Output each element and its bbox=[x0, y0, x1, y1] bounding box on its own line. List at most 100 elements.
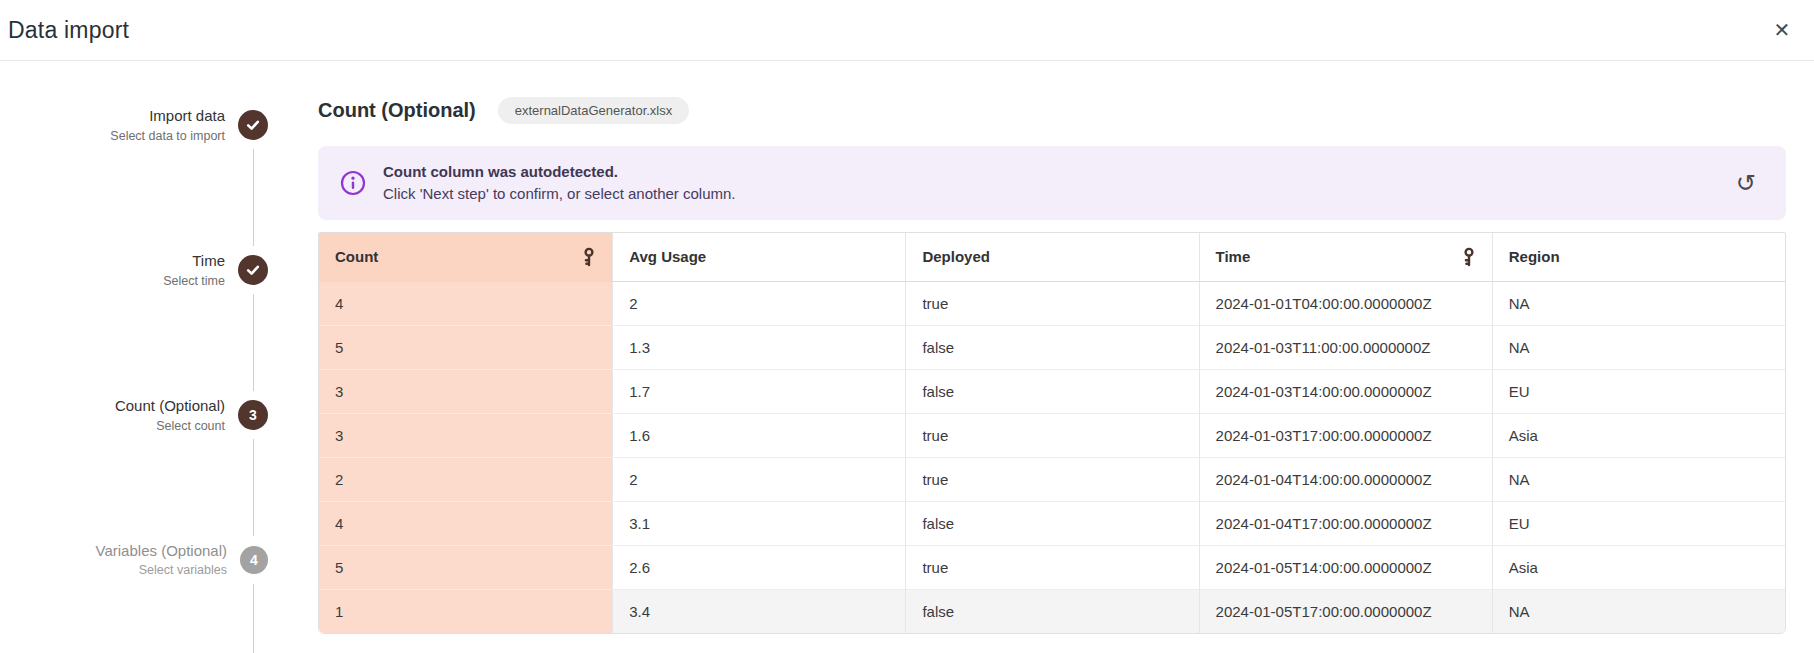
table-cell: 3.4 bbox=[612, 590, 905, 633]
table-cell: 2024-01-05T17:00:00.0000000Z bbox=[1199, 590, 1492, 633]
close-icon[interactable]: ✕ bbox=[1766, 14, 1798, 46]
table-cell: 2024-01-04T14:00:00.0000000Z bbox=[1199, 458, 1492, 502]
step-label: Count (Optional) bbox=[115, 395, 225, 417]
table-cell: 1.7 bbox=[612, 370, 905, 414]
table-row[interactable]: 22true2024-01-04T14:00:00.0000000ZNA bbox=[319, 458, 1785, 502]
table-cell: 1.3 bbox=[612, 326, 905, 370]
table-row[interactable]: 42true2024-01-01T04:00:00.0000000ZNA bbox=[319, 282, 1785, 326]
key-icon bbox=[582, 247, 596, 267]
autodetect-banner: Count column was autodetected. Click 'Ne… bbox=[318, 146, 1786, 220]
table-row[interactable]: 43.1false2024-01-04T17:00:00.0000000ZEU bbox=[319, 502, 1785, 546]
step-connector-line bbox=[253, 149, 254, 246]
column-header-label: Time bbox=[1216, 248, 1251, 265]
banner-title: Count column was autodetected. bbox=[383, 161, 736, 183]
table-cell: 2024-01-01T04:00:00.0000000Z bbox=[1199, 282, 1492, 326]
table-cell: 3 bbox=[319, 370, 612, 414]
table-cell: false bbox=[905, 502, 1198, 546]
step-label: Variables (Optional) bbox=[96, 540, 227, 562]
banner-text: Count column was autodetected. Click 'Ne… bbox=[383, 161, 736, 205]
data-preview-table-container: CountAvg UsageDeployedTimeRegion 42true2… bbox=[318, 232, 1786, 634]
column-header-label: Deployed bbox=[922, 248, 990, 265]
column-header-inner: Count bbox=[335, 247, 596, 267]
data-preview-table: CountAvg UsageDeployedTimeRegion 42true2… bbox=[319, 233, 1785, 633]
step-check-icon bbox=[238, 110, 268, 140]
table-cell: 3.1 bbox=[612, 502, 905, 546]
table-cell: 2024-01-03T11:00:00.0000000Z bbox=[1199, 326, 1492, 370]
table-cell: 1.6 bbox=[612, 414, 905, 458]
table-cell: false bbox=[905, 370, 1198, 414]
info-icon bbox=[340, 170, 366, 196]
column-header-count[interactable]: Count bbox=[319, 233, 612, 282]
step-text: TimeSelect time bbox=[163, 250, 225, 290]
table-row[interactable]: 31.6true2024-01-03T17:00:00.0000000ZAsia bbox=[319, 414, 1785, 458]
key-icon bbox=[1462, 247, 1476, 267]
step-text: Import dataSelect data to import bbox=[110, 105, 225, 145]
column-header-time[interactable]: Time bbox=[1199, 233, 1492, 282]
step-label: Time bbox=[163, 250, 225, 272]
table-header-row: Count Avg Usage Deployed Time Region bbox=[319, 233, 1785, 282]
table-row[interactable]: 13.4false2024-01-05T17:00:00.0000000ZNA bbox=[319, 590, 1785, 633]
table-cell: 2024-01-04T17:00:00.0000000Z bbox=[1199, 502, 1492, 546]
table-row[interactable]: 52.6true2024-01-05T14:00:00.0000000ZAsia bbox=[319, 546, 1785, 590]
table-cell: false bbox=[905, 590, 1198, 633]
table-cell: 2 bbox=[319, 458, 612, 502]
dialog-body: Import dataSelect data to importTimeSele… bbox=[0, 61, 1814, 653]
step-sublabel: Select count bbox=[115, 417, 225, 435]
banner-message: Click 'Next step' to confirm, or select … bbox=[383, 183, 736, 205]
step-title-row: Count (Optional) externalDataGenerator.x… bbox=[318, 97, 1786, 124]
column-header-inner: Deployed bbox=[922, 248, 1182, 265]
table-cell: Asia bbox=[1492, 546, 1785, 590]
main-content: Count (Optional) externalDataGenerator.x… bbox=[286, 61, 1814, 653]
step-sublabel: Select data to import bbox=[110, 127, 225, 145]
column-header-label: Count bbox=[335, 248, 378, 265]
table-cell: EU bbox=[1492, 370, 1785, 414]
table-cell: Asia bbox=[1492, 414, 1785, 458]
column-header-inner: Time bbox=[1216, 247, 1476, 267]
table-cell: 2024-01-03T17:00:00.0000000Z bbox=[1199, 414, 1492, 458]
stepper-item-count-optional[interactable]: Count (Optional)Select count 3 bbox=[0, 395, 286, 435]
step-text: Count (Optional)Select count bbox=[115, 395, 225, 435]
table-cell: NA bbox=[1492, 458, 1785, 502]
step-number-badge: 4 bbox=[240, 546, 268, 574]
step-connector-line bbox=[253, 294, 254, 391]
step-text: Variables (Optional)Select variables bbox=[96, 540, 227, 580]
reset-selection-icon[interactable]: ↺ bbox=[1730, 167, 1762, 199]
table-row[interactable]: 51.3false2024-01-03T11:00:00.0000000ZNA bbox=[319, 326, 1785, 370]
table-cell: NA bbox=[1492, 590, 1785, 633]
step-check-icon bbox=[238, 255, 268, 285]
table-cell: NA bbox=[1492, 282, 1785, 326]
step-number-badge: 3 bbox=[238, 400, 268, 430]
column-header-label: Region bbox=[1509, 248, 1560, 265]
table-cell: 2024-01-05T14:00:00.0000000Z bbox=[1199, 546, 1492, 590]
table-cell: 5 bbox=[319, 546, 612, 590]
column-header-inner: Region bbox=[1509, 248, 1769, 265]
table-row[interactable]: 31.7false2024-01-03T14:00:00.0000000ZEU bbox=[319, 370, 1785, 414]
column-header-avg-usage[interactable]: Avg Usage bbox=[612, 233, 905, 282]
table-cell: 4 bbox=[319, 282, 612, 326]
step-sublabel: Select variables bbox=[96, 561, 227, 579]
dialog-header: Data import ✕ bbox=[0, 0, 1814, 61]
table-cell: 5 bbox=[319, 326, 612, 370]
stepper-item-import-data[interactable]: Import dataSelect data to import bbox=[0, 105, 286, 145]
table-cell: true bbox=[905, 546, 1198, 590]
stepper: Import dataSelect data to importTimeSele… bbox=[0, 61, 286, 653]
step-label: Import data bbox=[110, 105, 225, 127]
table-cell: true bbox=[905, 282, 1198, 326]
stepper-item-time[interactable]: TimeSelect time bbox=[0, 250, 286, 290]
table-cell: 4 bbox=[319, 502, 612, 546]
table-cell: NA bbox=[1492, 326, 1785, 370]
table-cell: true bbox=[905, 414, 1198, 458]
step-title: Count (Optional) bbox=[318, 99, 476, 122]
step-connector-line bbox=[253, 439, 254, 536]
column-header-deployed[interactable]: Deployed bbox=[905, 233, 1198, 282]
step-connector-line bbox=[253, 584, 254, 653]
table-cell: EU bbox=[1492, 502, 1785, 546]
file-chip[interactable]: externalDataGenerator.xlsx bbox=[498, 97, 690, 124]
table-cell: 2024-01-03T14:00:00.0000000Z bbox=[1199, 370, 1492, 414]
table-cell: true bbox=[905, 458, 1198, 502]
table-cell: 1 bbox=[319, 590, 612, 633]
stepper-item-variables-optional[interactable]: Variables (Optional)Select variables 4 bbox=[0, 540, 286, 580]
column-header-region[interactable]: Region bbox=[1492, 233, 1785, 282]
table-cell: false bbox=[905, 326, 1198, 370]
column-header-inner: Avg Usage bbox=[629, 248, 889, 265]
